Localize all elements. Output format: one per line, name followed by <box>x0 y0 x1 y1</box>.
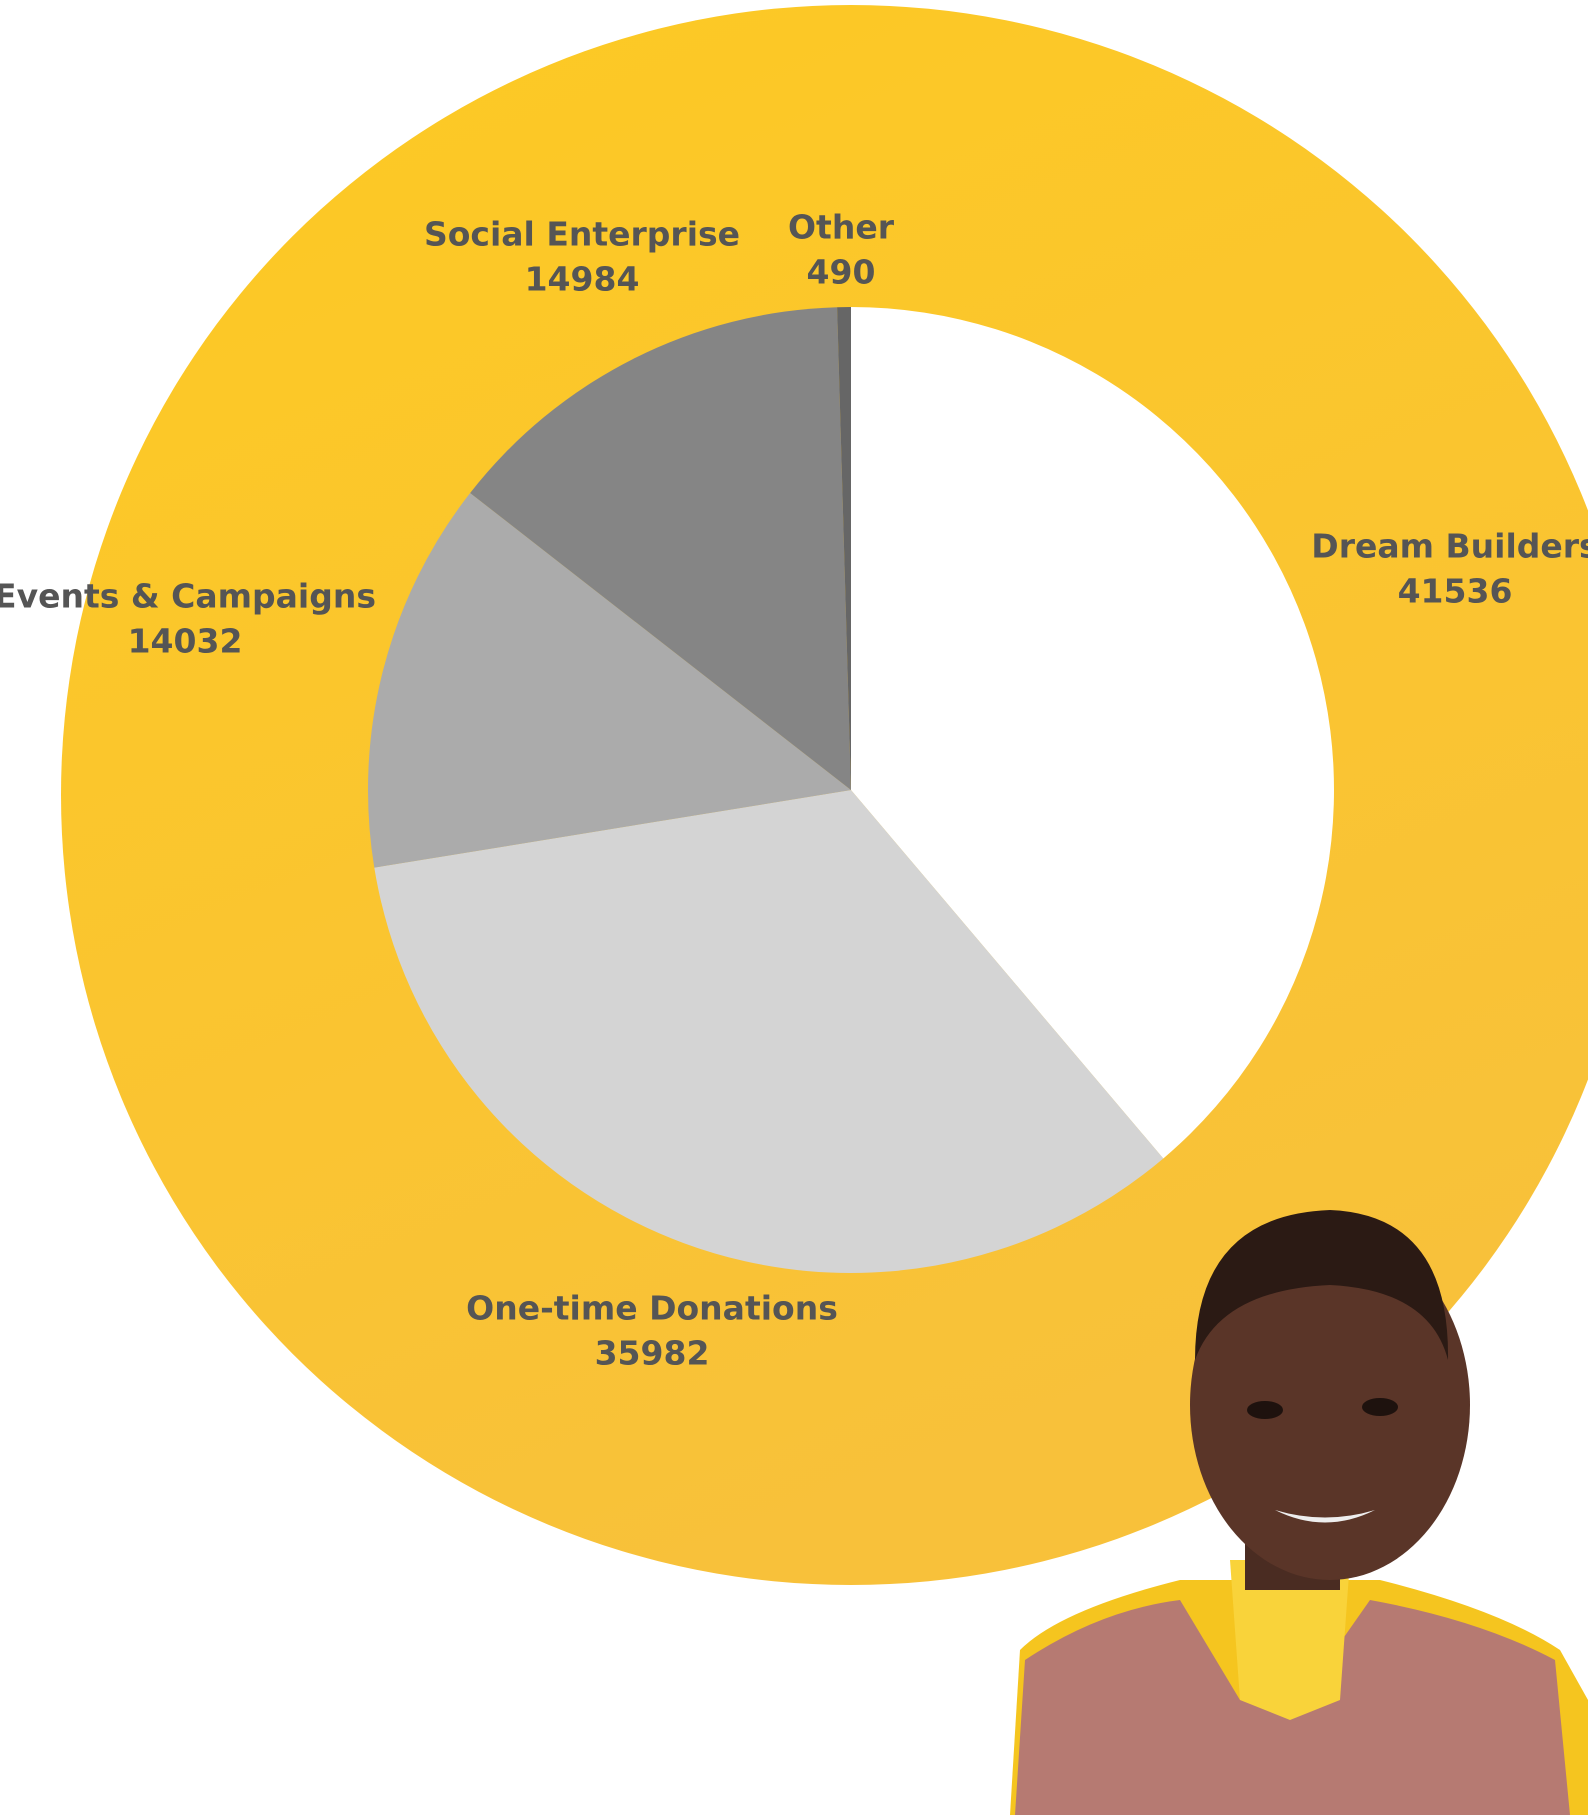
collar <box>1230 1560 1350 1720</box>
pie-slice <box>837 307 851 790</box>
pie-slice <box>851 307 1334 1159</box>
slice-value: 490 <box>807 253 876 292</box>
smile <box>1275 1510 1375 1523</box>
slice-value: 35982 <box>595 1334 710 1373</box>
slice-value: 14984 <box>525 260 640 299</box>
photo <box>1010 1210 1588 1815</box>
labels: Dream Builders 41536 One-time Donations 359… <box>0 208 1588 1373</box>
slice-label: One-time Donations <box>466 1289 838 1328</box>
eye <box>1362 1398 1398 1416</box>
slice-value: 41536 <box>1398 572 1513 611</box>
face <box>1190 1230 1470 1580</box>
pie-slice <box>374 790 1164 1273</box>
slice-label: Social Enterprise <box>424 215 740 254</box>
slice-value: 14032 <box>128 622 243 661</box>
slice-label: Dream Builders <box>1311 527 1588 566</box>
pie <box>368 307 1334 1273</box>
pie-slice <box>368 492 851 868</box>
pie-slice <box>470 307 851 790</box>
eye <box>1247 1401 1283 1419</box>
slice-label: Other <box>788 208 895 247</box>
hair <box>1195 1210 1449 1360</box>
slice-label: Events & Campaigns <box>0 577 376 616</box>
